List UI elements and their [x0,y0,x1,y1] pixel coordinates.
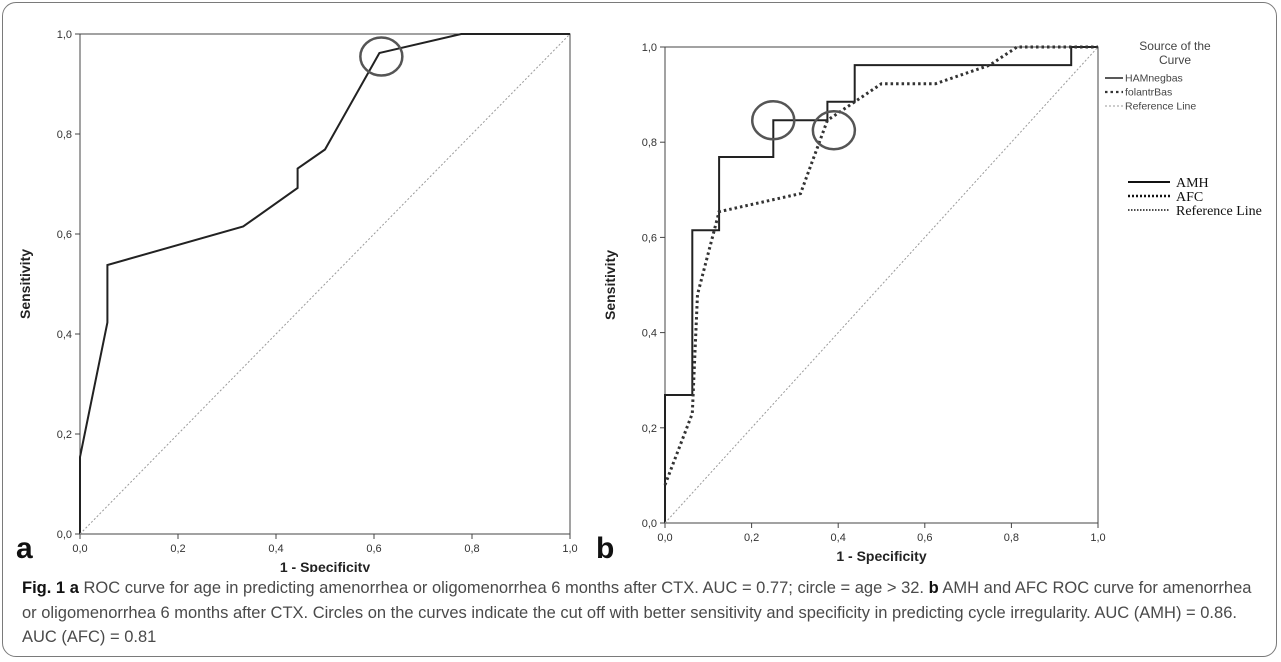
series-line-folantrbas [663,45,1098,486]
legend-title: Source of the [1139,39,1211,53]
x-tick-label: 0,6 [917,532,932,544]
key-label: Reference Line [1176,204,1262,219]
x-tick-label: 0,2 [170,543,185,555]
x-axis-label: 1 - Specificity [836,548,926,564]
y-tick-label: 0,2 [642,423,657,435]
caption-panel-a-text: ROC curve for age in predicting amenorrh… [83,579,925,597]
y-axis-label: Sensitivity [17,249,33,319]
x-tick-label: 1,0 [562,543,577,555]
y-tick-label: 0,6 [642,232,657,244]
x-tick-label: 0,4 [268,543,283,555]
y-tick-label: 0,6 [57,229,72,241]
series-line-reference-line [664,46,1099,524]
y-tick-label: 1,0 [642,42,657,54]
cutoff-circle-marker [811,110,857,151]
caption-panel-a-label: a [69,579,79,597]
legend-entry: HAMnegbas [1125,73,1183,85]
y-tick-label: 0,0 [57,529,72,541]
y-tick-label: 0,8 [642,137,657,149]
caption-panel-b-text: AMH and AFC ROC curve for amenorrhea or … [22,579,1252,646]
plot-frame [79,33,571,535]
x-tick-label: 0,8 [464,543,479,555]
chart-panel-a: 0,0 0,2 0,4 0,6 0,8 1,0 0,0 0,2 0,4 0,6 0,8 1,0 1 - … [16,29,578,572]
y-axis-label: Sensitivity [602,250,618,320]
y-tick-label: 0,4 [57,329,72,341]
x-tick-label: 0,4 [831,532,846,544]
key-label: AMH [1176,176,1209,191]
series-line-curve-0 [79,33,570,534]
x-tick-label: 1,0 [1090,532,1105,544]
caption-figure-label: Fig. 1 [22,579,66,597]
y-tick-label: 0,8 [57,129,72,141]
x-tick-label: 0,2 [744,532,759,544]
plot-frame [664,46,1099,524]
key-label: AFC [1176,190,1203,205]
x-tick-label: 0,0 [657,532,672,544]
y-tick-label: 1,0 [57,29,72,41]
cutoff-circle-marker [359,36,404,77]
legend-entry: folantrBas [1125,87,1172,99]
legend-title-line-2: Curve [1159,53,1191,67]
y-tick-label: 0,2 [57,429,72,441]
x-tick-label: 0,8 [1004,532,1019,544]
y-tick-label: 0,0 [642,518,657,530]
legend-entry: Reference Line [1125,101,1196,113]
chart-panel-b: 0,0 0,2 0,4 0,6 0,8 1,0 0,0 0,2 0,4 0,6 0,8 1,0 1 - … [596,39,1262,565]
figure-caption: Fig. 1 a ROC curve for age in predicting… [22,576,1262,650]
x-tick-label: 0,6 [366,543,381,555]
x-tick-label: 0,0 [72,543,87,555]
series-line-hamnegbas [664,46,1098,523]
caption-panel-b-label: b [928,579,939,597]
cutoff-circle-marker [751,100,796,141]
figure-canvas: 0,0 0,2 0,4 0,6 0,8 1,0 0,0 0,2 0,4 0,6 0,8 1,0 1 - … [16,29,1262,572]
series-line-reference [79,33,571,535]
panel-label: b [596,532,614,565]
y-tick-label: 0,4 [642,328,657,340]
x-axis-label: 1 - Specificity [280,559,370,572]
panel-label: a [16,532,33,565]
